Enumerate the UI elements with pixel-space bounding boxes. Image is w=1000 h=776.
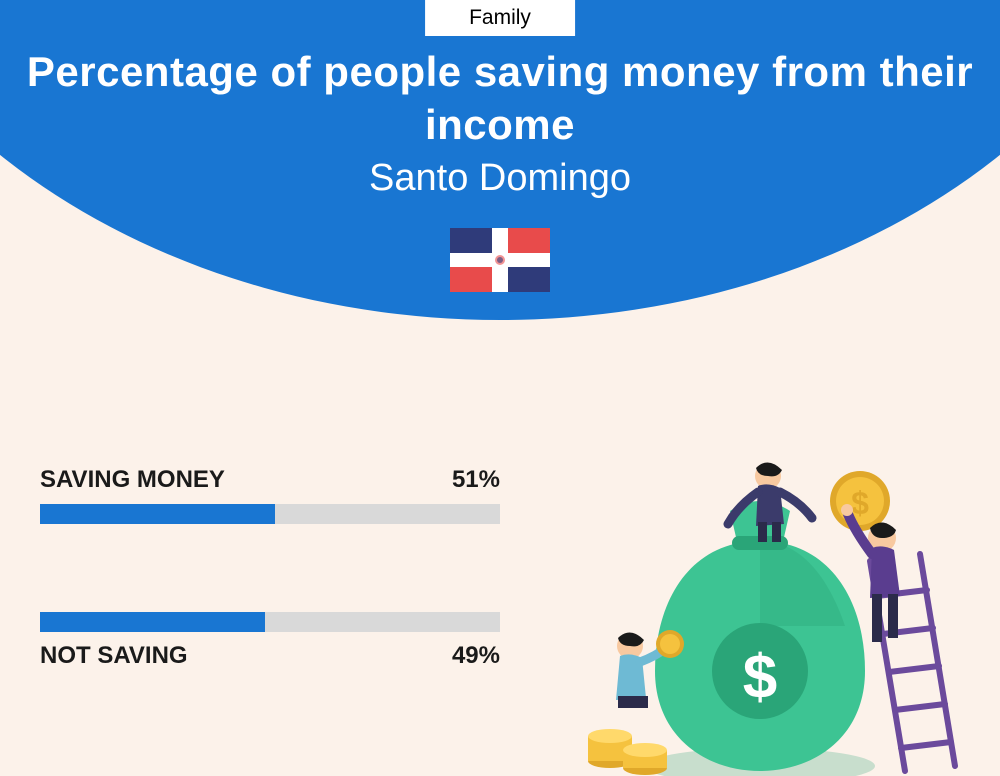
bar-chart: SAVING MONEY 51% NOT SAVING 49%	[40, 466, 500, 758]
bar-value: 51%	[452, 466, 500, 494]
bar-fill	[40, 612, 265, 632]
flag-dominican-republic	[450, 228, 550, 292]
savings-illustration: $ $	[560, 446, 960, 776]
bar-label: NOT SAVING	[40, 642, 188, 670]
location-subtitle: Santo Domingo	[0, 157, 1000, 200]
coin-stack-icon	[588, 729, 667, 775]
svg-text:$: $	[743, 643, 777, 712]
bar-fill	[40, 504, 275, 524]
bar-row-saving: SAVING MONEY 51%	[40, 466, 500, 524]
category-tag: Family	[425, 0, 575, 36]
bar-track	[40, 612, 500, 632]
bar-row-not-saving: NOT SAVING 49%	[40, 612, 500, 670]
bar-track	[40, 504, 500, 524]
title-block: Percentage of people saving money from t…	[0, 46, 1000, 200]
bar-value: 49%	[452, 642, 500, 670]
bar-label: SAVING MONEY	[40, 466, 225, 494]
main-title: Percentage of people saving money from t…	[0, 46, 1000, 151]
